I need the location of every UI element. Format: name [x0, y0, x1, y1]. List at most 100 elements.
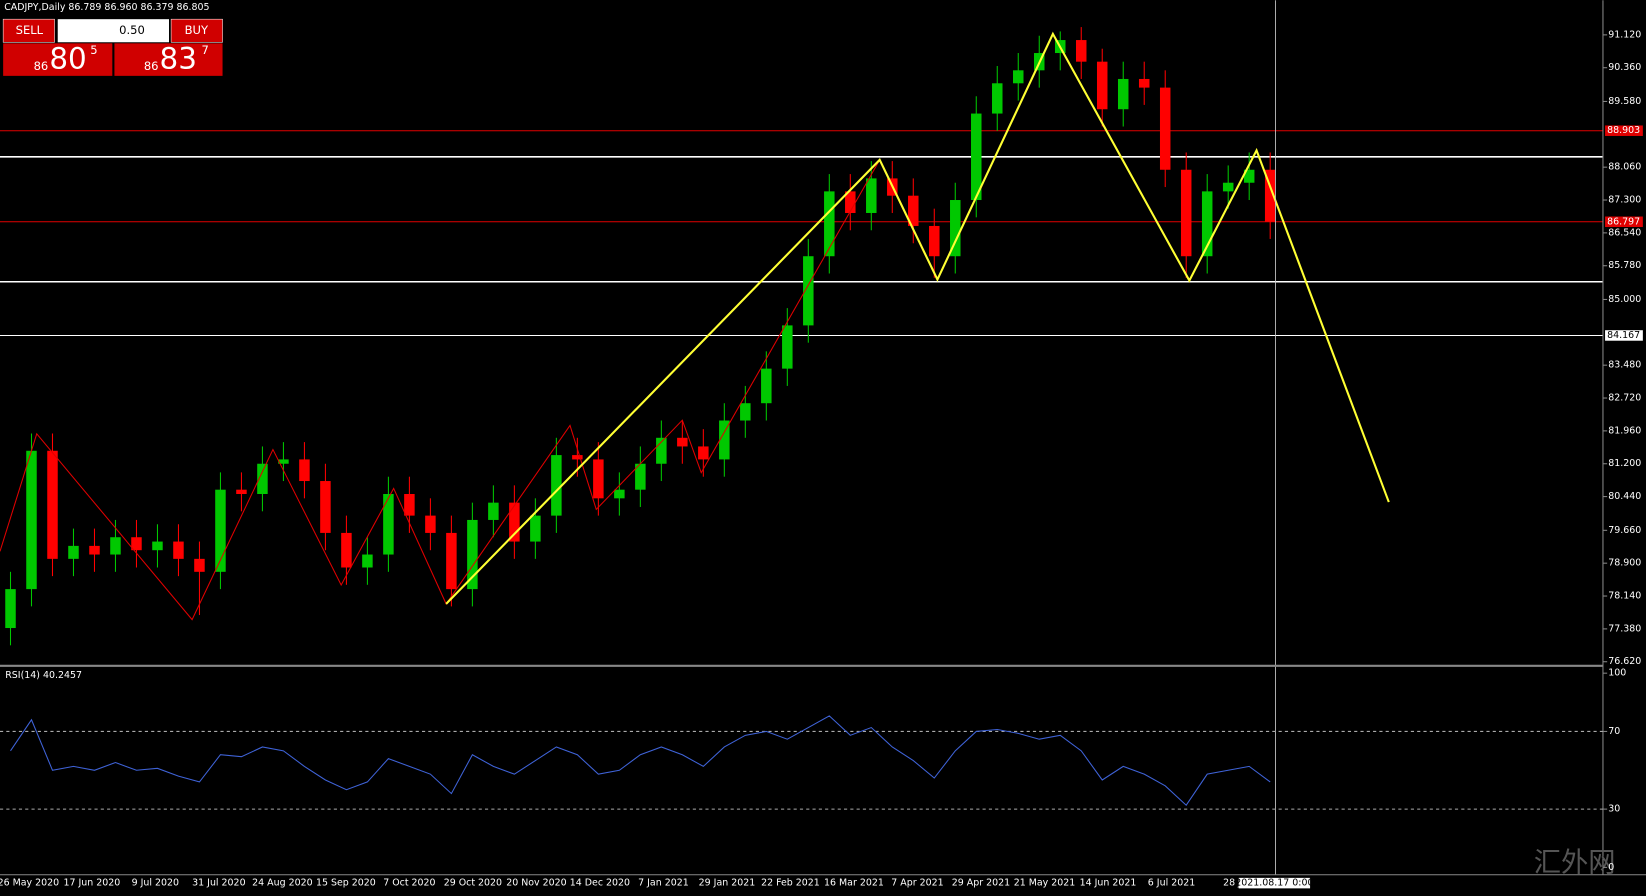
- trade-panel: SELL 0.50 BUY 86 80 5 86 83 7: [2, 18, 223, 76]
- candle-body: [257, 463, 268, 495]
- price-tag: [1605, 216, 1643, 228]
- lots-field[interactable]: [57, 19, 170, 43]
- candle-body: [1013, 70, 1024, 84]
- candle-body: [992, 83, 1003, 114]
- x-tick-label: 20 Nov 2020: [506, 878, 566, 889]
- candle-body: [1243, 169, 1255, 183]
- candle-body: [782, 325, 793, 369]
- candle-body: [215, 489, 226, 572]
- y-tick-label: 85.000: [1608, 294, 1641, 305]
- buy-price-main: 83: [160, 42, 197, 76]
- candle-body: [26, 450, 37, 590]
- candle-body: [68, 545, 79, 559]
- candle-body: [845, 191, 856, 213]
- x-tick-label: 31 Jul 2020: [192, 878, 245, 889]
- candle-body: [971, 113, 982, 201]
- buy-price-box[interactable]: [114, 43, 223, 76]
- buy-button[interactable]: [170, 18, 223, 43]
- y-tick-label: 87.300: [1608, 195, 1641, 206]
- x-tick-label: 29 Apr 2021: [952, 878, 1010, 889]
- sell-price-big: 86: [34, 59, 49, 73]
- candle-body: [761, 368, 772, 404]
- candle-body: [719, 420, 730, 460]
- candle-body: [320, 481, 331, 533]
- x-tick-label: 16 Mar 2021: [824, 878, 884, 889]
- y-tick-label: 90.360: [1608, 62, 1641, 73]
- sell-price-main: 80: [49, 42, 86, 76]
- y-tick-label: 77.380: [1608, 623, 1641, 634]
- candle-body: [824, 191, 835, 257]
- rsi-line: [10, 715, 1271, 807]
- candle-body: [551, 455, 562, 516]
- y-tick-label: 89.580: [1608, 96, 1641, 107]
- x-tick-label: 7 Apr 2021: [891, 878, 943, 889]
- candle-body: [110, 537, 121, 555]
- candle-body: [1117, 78, 1129, 110]
- lots: 0.50: [119, 23, 145, 37]
- candle-body: [152, 541, 163, 551]
- candle-body: [446, 532, 457, 590]
- candle-body: [383, 494, 394, 555]
- x-tick-label: 17 Jun 2020: [63, 878, 120, 889]
- x-tick-label: 22 Feb 2021: [761, 878, 820, 889]
- candle-body: [866, 178, 877, 213]
- y-tick-label: 78.900: [1608, 558, 1641, 569]
- y-tick-label: 88.060: [1608, 162, 1641, 173]
- x-tick-label: 6 Jul 2021: [1148, 878, 1195, 889]
- candle-body: [488, 502, 499, 520]
- sell-label: SELL: [16, 23, 44, 37]
- x-tick-label: 28 Ju: [1223, 878, 1247, 889]
- candle-body: [362, 554, 373, 568]
- candle-body: [677, 437, 688, 447]
- y-tick-label: 76.620: [1608, 656, 1641, 667]
- x-tick-label: 15 Sep 2020: [316, 878, 376, 889]
- watermark: 汇外网: [1534, 848, 1616, 879]
- buy-price-big: 86: [144, 59, 159, 73]
- candle-body: [1138, 78, 1150, 88]
- candle-body: [803, 256, 814, 326]
- rsi-tick-label: 30: [1608, 804, 1620, 815]
- candle-body: [635, 463, 646, 490]
- rsi-tick-label: 70: [1608, 726, 1620, 737]
- candle-body: [1264, 169, 1276, 222]
- buy-label: BUY: [185, 23, 209, 37]
- y-tick-label: 79.660: [1608, 525, 1641, 536]
- x-tick-label: 14 Dec 2020: [570, 878, 630, 889]
- candles: [5, 27, 1276, 646]
- x-tick-label: 14 Jun 2021: [1080, 878, 1137, 889]
- sell-price-pip: 5: [90, 43, 97, 57]
- x-tick-label: 21 May 2021: [1014, 878, 1076, 889]
- y-tick-label: 81.200: [1608, 458, 1641, 469]
- rsi-label: RSI(14) 40.2457: [5, 670, 82, 681]
- candle-body: [299, 459, 310, 482]
- candle-body: [5, 589, 16, 629]
- candle-body: [593, 459, 604, 499]
- candle-body: [929, 225, 940, 257]
- candle-body: [89, 545, 100, 555]
- candle-body: [614, 489, 625, 499]
- x-tick-label: 7 Jan 2021: [638, 878, 689, 889]
- y-tick-label: 85.780: [1608, 260, 1641, 271]
- crosshair-label: 2021.08.17 0:00: [1235, 878, 1313, 889]
- zigzag: [0, 159, 881, 621]
- candle-body: [278, 459, 289, 464]
- candle-body: [572, 455, 583, 460]
- price-tag-label: 88.903: [1607, 125, 1640, 136]
- candle-body: [908, 195, 919, 226]
- x-tick-label: 29 Jan 2021: [699, 878, 756, 889]
- sell-price-box[interactable]: [3, 43, 113, 76]
- candle-body: [950, 200, 961, 257]
- x-tick-label: 26 May 2020: [0, 878, 59, 889]
- crosshair-tag: [1238, 877, 1311, 889]
- rsi-tick-label: 0: [1608, 862, 1614, 873]
- candle-body: [740, 403, 751, 421]
- price-tag: [1605, 330, 1643, 341]
- sell-button[interactable]: [2, 18, 55, 43]
- candle-body: [404, 494, 415, 516]
- candle-body: [341, 532, 352, 568]
- pattern-lines: [445, 31, 1390, 605]
- price-tag-label: 84.167: [1607, 330, 1640, 341]
- y-tick-label: 82.720: [1608, 393, 1641, 404]
